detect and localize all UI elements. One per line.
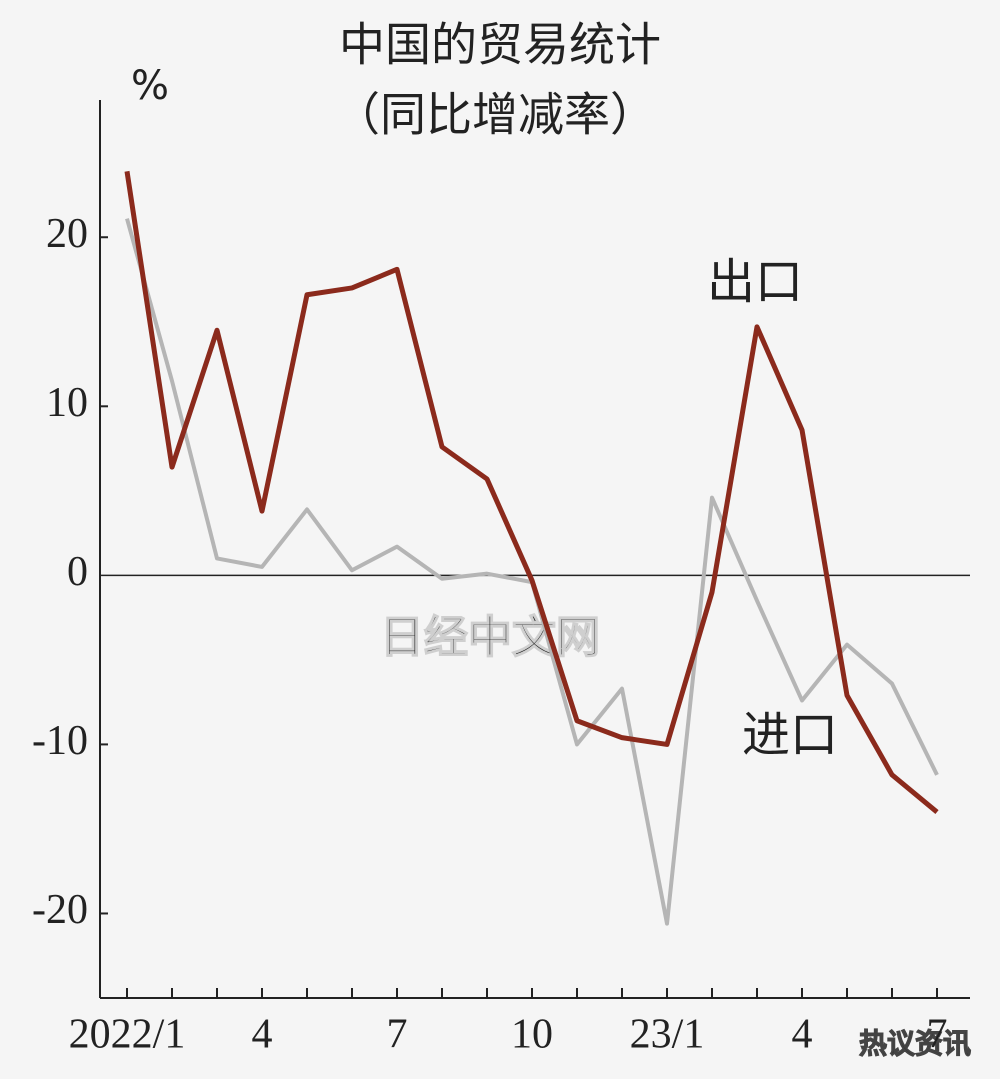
watermark: 日经中文网 xyxy=(380,612,600,663)
x-tick-label: 2022/1 xyxy=(69,1012,186,1058)
x-tick-label: 23/1 xyxy=(630,1012,705,1058)
x-tick-label: 7 xyxy=(387,1012,408,1058)
x-tick-label: 7 xyxy=(927,1012,948,1058)
series-label: 出口 xyxy=(707,254,803,310)
watermark: 热议资讯 xyxy=(859,1027,971,1060)
y-unit: % xyxy=(131,63,169,109)
y-tick-label: -20 xyxy=(32,887,88,933)
y-tick-label: -10 xyxy=(32,718,88,764)
x-tick-label: 4 xyxy=(252,1012,273,1058)
y-tick-label: 20 xyxy=(46,211,88,257)
x-tick-label: 4 xyxy=(792,1012,813,1058)
chart-subtitle: （同比增减率） xyxy=(334,88,656,142)
series-label: 进口 xyxy=(742,707,838,763)
chart-title: 中国的贸易统计 xyxy=(339,18,661,72)
series-line xyxy=(125,218,939,926)
y-tick-label: 10 xyxy=(46,380,88,426)
y-tick-label: 0 xyxy=(67,549,88,595)
series-line xyxy=(124,170,939,814)
x-tick-label: 10 xyxy=(511,1012,553,1058)
